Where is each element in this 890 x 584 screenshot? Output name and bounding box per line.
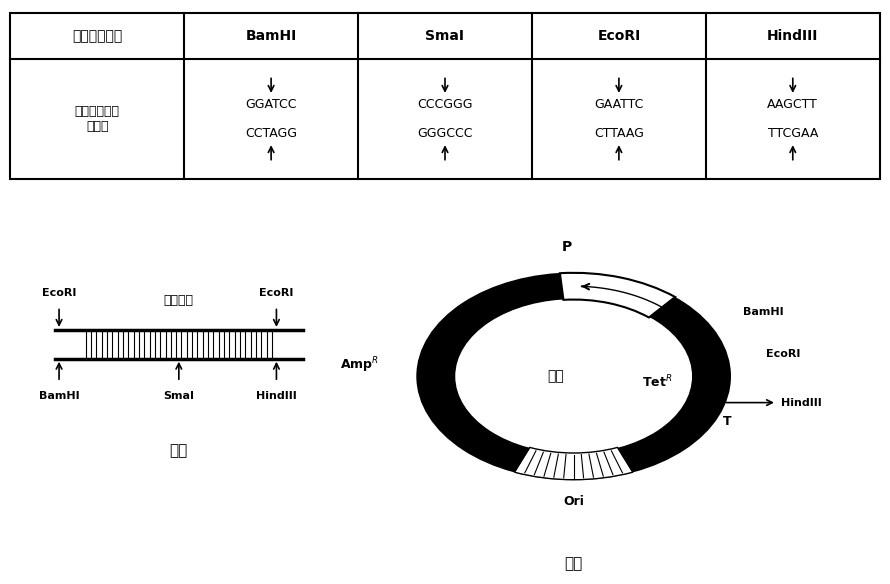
Text: T: T [723, 415, 731, 428]
Text: 识别序列及切
割位点: 识别序列及切 割位点 [75, 105, 120, 133]
Text: CCCGGG: CCCGGG [417, 98, 473, 111]
Text: 图二: 图二 [564, 556, 583, 571]
Text: GGGCCC: GGGCCC [417, 127, 473, 140]
Circle shape [454, 298, 693, 455]
Text: SmaI: SmaI [164, 391, 194, 401]
Text: P: P [562, 240, 572, 254]
Circle shape [458, 301, 689, 452]
Text: EcoRI: EcoRI [597, 29, 641, 43]
Text: HindIII: HindIII [781, 398, 822, 408]
Text: EcoRI: EcoRI [766, 349, 800, 359]
Wedge shape [514, 447, 633, 479]
Text: HindIII: HindIII [767, 29, 819, 43]
Text: BamHI: BamHI [742, 307, 783, 317]
Text: AAGCTT: AAGCTT [767, 98, 818, 111]
Bar [11, 13, 879, 179]
Text: 目的基因: 目的基因 [164, 294, 194, 307]
Text: Ori: Ori [563, 495, 584, 509]
Text: TTCGAA: TTCGAA [767, 127, 818, 140]
Text: 质粒: 质粒 [547, 369, 564, 383]
Text: Amp$^R$: Amp$^R$ [340, 355, 379, 375]
Text: GGATCC: GGATCC [246, 98, 297, 111]
Text: 图一: 图一 [170, 443, 188, 458]
Wedge shape [560, 273, 676, 318]
Text: 限制性内切酶: 限制性内切酶 [72, 29, 122, 43]
Text: HindIII: HindIII [256, 391, 296, 401]
Wedge shape [418, 298, 497, 442]
Text: GAATTC: GAATTC [595, 98, 643, 111]
Text: SmaI: SmaI [425, 29, 465, 43]
Text: BamHI: BamHI [39, 391, 79, 401]
Text: BamHI: BamHI [246, 29, 296, 43]
Text: Tet$^R$: Tet$^R$ [643, 374, 673, 390]
Text: EcoRI: EcoRI [259, 288, 294, 298]
Text: CCTAGG: CCTAGG [245, 127, 297, 140]
Text: EcoRI: EcoRI [42, 288, 77, 298]
Text: CTTAAG: CTTAAG [594, 127, 643, 140]
